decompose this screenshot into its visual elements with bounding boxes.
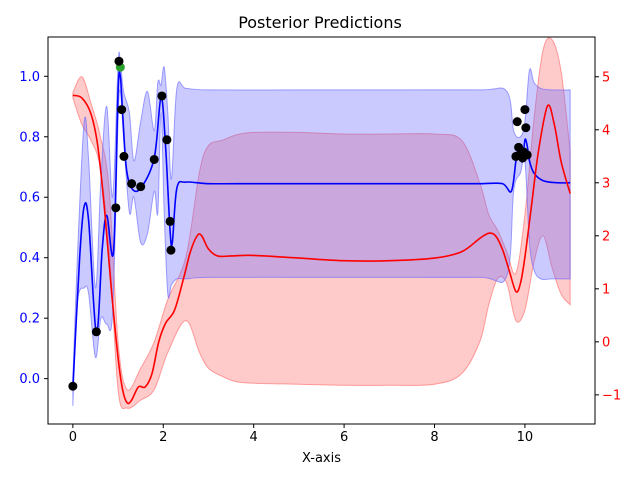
x-tick-label: 4 [250, 430, 258, 445]
observation-point [521, 123, 531, 133]
plot-area [68, 37, 571, 410]
series-2-uncertainty-band [72, 37, 571, 410]
left-y-tick-label: 0.2 [19, 312, 40, 327]
right-y-tick-label: 4 [602, 123, 610, 138]
chart-title: Posterior Predictions [238, 13, 402, 32]
left-y-tick-label: 1.0 [19, 70, 40, 85]
right-y-tick-label: 0 [602, 335, 610, 350]
observation-point [68, 381, 78, 391]
observation-point [111, 203, 121, 213]
observation-point [520, 105, 530, 115]
left-y-tick-label: 0.0 [19, 372, 40, 387]
right-y-tick-label: 3 [602, 176, 610, 191]
observation-point [117, 105, 127, 115]
right-y-tick-label: 1 [602, 282, 610, 297]
observation-point [91, 327, 101, 337]
observation-point [119, 151, 129, 161]
plot-frame [47, 36, 596, 425]
observation-point [157, 91, 167, 101]
left-y-tick-label: 0.6 [19, 191, 40, 206]
series-1-uncertainty-band [72, 51, 571, 406]
right-y-tick-label: 2 [602, 229, 610, 244]
observation-point [166, 245, 176, 255]
observation-point [114, 56, 124, 66]
series-2-mean-line [72, 94, 571, 405]
observation-point [165, 216, 175, 226]
observation-point [522, 150, 532, 160]
observation-point [136, 182, 146, 192]
observation-point [512, 117, 522, 127]
x-tick-label: 10 [517, 430, 534, 445]
left-y-tick-label: 0.8 [19, 130, 40, 145]
left-y-tick-label: 0.4 [19, 251, 40, 266]
axes: 0 2 4 6 8 10 0.0 0.2 0.4 0.6 0.8 1.0 −1 0 1 2 3 4 5 [19, 36, 621, 445]
right-y-tick-label: 5 [602, 70, 610, 85]
x-tick-label: 6 [340, 430, 348, 445]
x-tick-label: 8 [430, 430, 438, 445]
observation-point [149, 154, 159, 164]
right-y-tick-label: −1 [602, 388, 621, 403]
x-tick-label: 0 [69, 430, 77, 445]
x-axis-label: X-axis [302, 451, 341, 466]
observation-point [127, 179, 137, 189]
observation-point [162, 135, 172, 145]
x-tick-label: 2 [159, 430, 167, 445]
